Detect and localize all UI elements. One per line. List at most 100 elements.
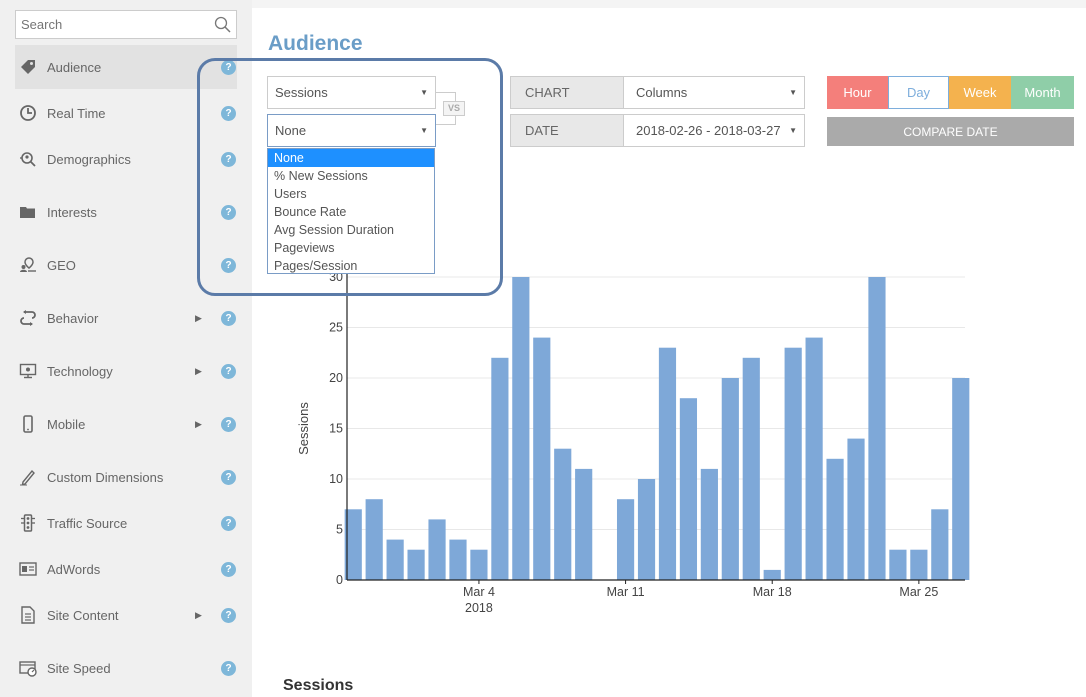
chart-bar <box>952 378 970 580</box>
chart-bar <box>386 539 404 580</box>
sidebar-item-geo[interactable]: GEO? <box>15 243 237 287</box>
help-icon[interactable]: ? <box>221 515 236 531</box>
traffic-light-icon <box>19 514 37 532</box>
refresh-icon <box>19 309 37 327</box>
vs-connector-bottom <box>436 115 456 125</box>
chart-bar <box>658 347 677 580</box>
sidebar-item-label: GEO <box>47 257 76 273</box>
x-tick-sublabel: 2018 <box>465 601 493 615</box>
sidebar: Audience?Real Time?Demographics? Interest… <box>0 0 252 697</box>
chart-type-select[interactable]: Columns ▼ <box>623 76 805 109</box>
sidebar-item-site-content[interactable]: Site Content ▶? <box>15 593 237 637</box>
chart-bar <box>847 438 865 580</box>
sidebar-item-real-time[interactable]: Real Time? <box>15 91 237 135</box>
phone-icon <box>19 415 37 433</box>
chevron-right-icon[interactable]: ▶ <box>195 365 202 376</box>
caret-down-icon: ▼ <box>420 126 428 135</box>
compare-date-button[interactable]: COMPARE DATE <box>827 117 1074 146</box>
help-icon[interactable]: ? <box>221 257 236 273</box>
page-title: Audience <box>268 32 363 55</box>
help-icon[interactable]: ? <box>221 59 236 75</box>
chart-label: CHART <box>510 76 624 109</box>
help-icon[interactable]: ? <box>221 660 236 676</box>
dropdown-option[interactable]: Pageviews <box>274 241 335 255</box>
sidebar-item-label: Site Content <box>47 607 119 623</box>
help-icon[interactable]: ? <box>221 416 236 432</box>
dropdown-option[interactable]: Pages/Session <box>274 259 358 273</box>
sidebar-item-demographics[interactable]: Demographics? <box>15 137 237 181</box>
chart-bar <box>721 378 739 580</box>
sidebar-item-site-speed[interactable]: Site Speed? <box>15 646 237 690</box>
dropdown-option[interactable]: Bounce Rate <box>274 205 347 219</box>
metric-select[interactable]: Sessions ▼ <box>267 76 436 109</box>
x-tick-label: Mar 4 <box>463 585 495 599</box>
ad-icon <box>19 560 37 578</box>
dropdown-option[interactable]: None <box>268 149 434 167</box>
help-icon[interactable]: ? <box>221 105 236 121</box>
sidebar-item-label: AdWords <box>47 561 101 577</box>
sidebar-item-label: Custom Dimensions <box>47 469 164 485</box>
chart-bar <box>344 509 362 580</box>
chart-bar <box>575 468 593 580</box>
clock-icon <box>19 104 37 122</box>
compare-metric-select[interactable]: None ▼ <box>267 114 436 147</box>
sidebar-item-audience[interactable]: Audience? <box>15 45 237 89</box>
sidebar-item-technology[interactable]: Technology ▶? <box>15 349 237 393</box>
chart-bar <box>931 509 949 580</box>
chevron-right-icon[interactable]: ▶ <box>195 609 202 620</box>
sidebar-item-label: Mobile <box>47 416 86 432</box>
vs-connector-top <box>436 92 456 102</box>
granularity-week-button[interactable]: Week <box>949 76 1011 109</box>
caret-down-icon: ▼ <box>789 126 797 135</box>
sidebar-item-mobile[interactable]: Mobile ▶? <box>15 402 237 446</box>
help-icon[interactable]: ? <box>221 607 236 623</box>
search-box <box>15 10 237 39</box>
granularity-day-button[interactable]: Day <box>888 76 949 109</box>
sidebar-item-label: Behavior <box>47 310 99 326</box>
dropdown-option[interactable]: Avg Session Duration <box>274 223 394 237</box>
chevron-right-icon[interactable]: ▶ <box>195 312 202 323</box>
help-icon[interactable]: ? <box>221 151 236 167</box>
magnifier-person-icon <box>19 150 37 168</box>
sidebar-item-label: Interests <box>47 204 97 220</box>
chart-bar <box>679 398 698 580</box>
chart-bar <box>428 519 446 580</box>
chart-type-value: Columns <box>636 85 688 100</box>
sidebar-item-interests[interactable]: Interests? <box>15 190 237 234</box>
speed-icon <box>19 659 37 677</box>
chart-bar <box>784 347 802 580</box>
y-tick-label: 0 <box>336 573 343 587</box>
date-range-select[interactable]: 2018-02-26 - 2018-03-27 ▼ <box>623 114 805 147</box>
chart-bar <box>868 277 886 580</box>
compare-metric-dropdown: None % New Sessions Users Bounce Rate Avg Se… <box>267 148 435 274</box>
granularity-hour-button[interactable]: Hour <box>827 76 888 109</box>
chart-bar <box>491 357 509 580</box>
chevron-right-icon[interactable]: ▶ <box>195 418 202 429</box>
search-icon[interactable] <box>214 16 232 34</box>
granularity-month-button[interactable]: Month <box>1011 76 1074 109</box>
sidebar-item-custom-dimensions[interactable]: Custom Dimensions? <box>15 455 237 499</box>
help-icon[interactable]: ? <box>221 204 236 220</box>
help-icon[interactable]: ? <box>221 363 236 379</box>
dropdown-option[interactable]: Users <box>274 187 307 201</box>
folder-icon <box>19 203 37 221</box>
sidebar-item-label: Technology <box>47 363 113 379</box>
help-icon[interactable]: ? <box>221 561 236 577</box>
search-input[interactable] <box>16 11 206 38</box>
chart-bar <box>554 448 572 580</box>
sidebar-item-traffic-source[interactable]: Traffic Source? <box>15 501 237 545</box>
y-tick-label: 20 <box>329 371 343 385</box>
help-icon[interactable]: ? <box>221 469 236 485</box>
sidebar-item-label: Site Speed <box>47 660 111 676</box>
chart-bar <box>763 569 781 580</box>
chart-bar <box>889 549 907 580</box>
sessions-section-title: Sessions <box>283 677 354 694</box>
help-icon[interactable]: ? <box>221 310 236 326</box>
y-tick-label: 10 <box>329 472 343 486</box>
sidebar-item-behavior[interactable]: Behavior ▶? <box>15 296 237 340</box>
sidebar-item-adwords[interactable]: AdWords? <box>15 547 237 591</box>
dropdown-option[interactable]: % New Sessions <box>274 169 368 183</box>
y-axis-title: Sessions <box>296 402 311 455</box>
chart-bar <box>449 539 467 580</box>
